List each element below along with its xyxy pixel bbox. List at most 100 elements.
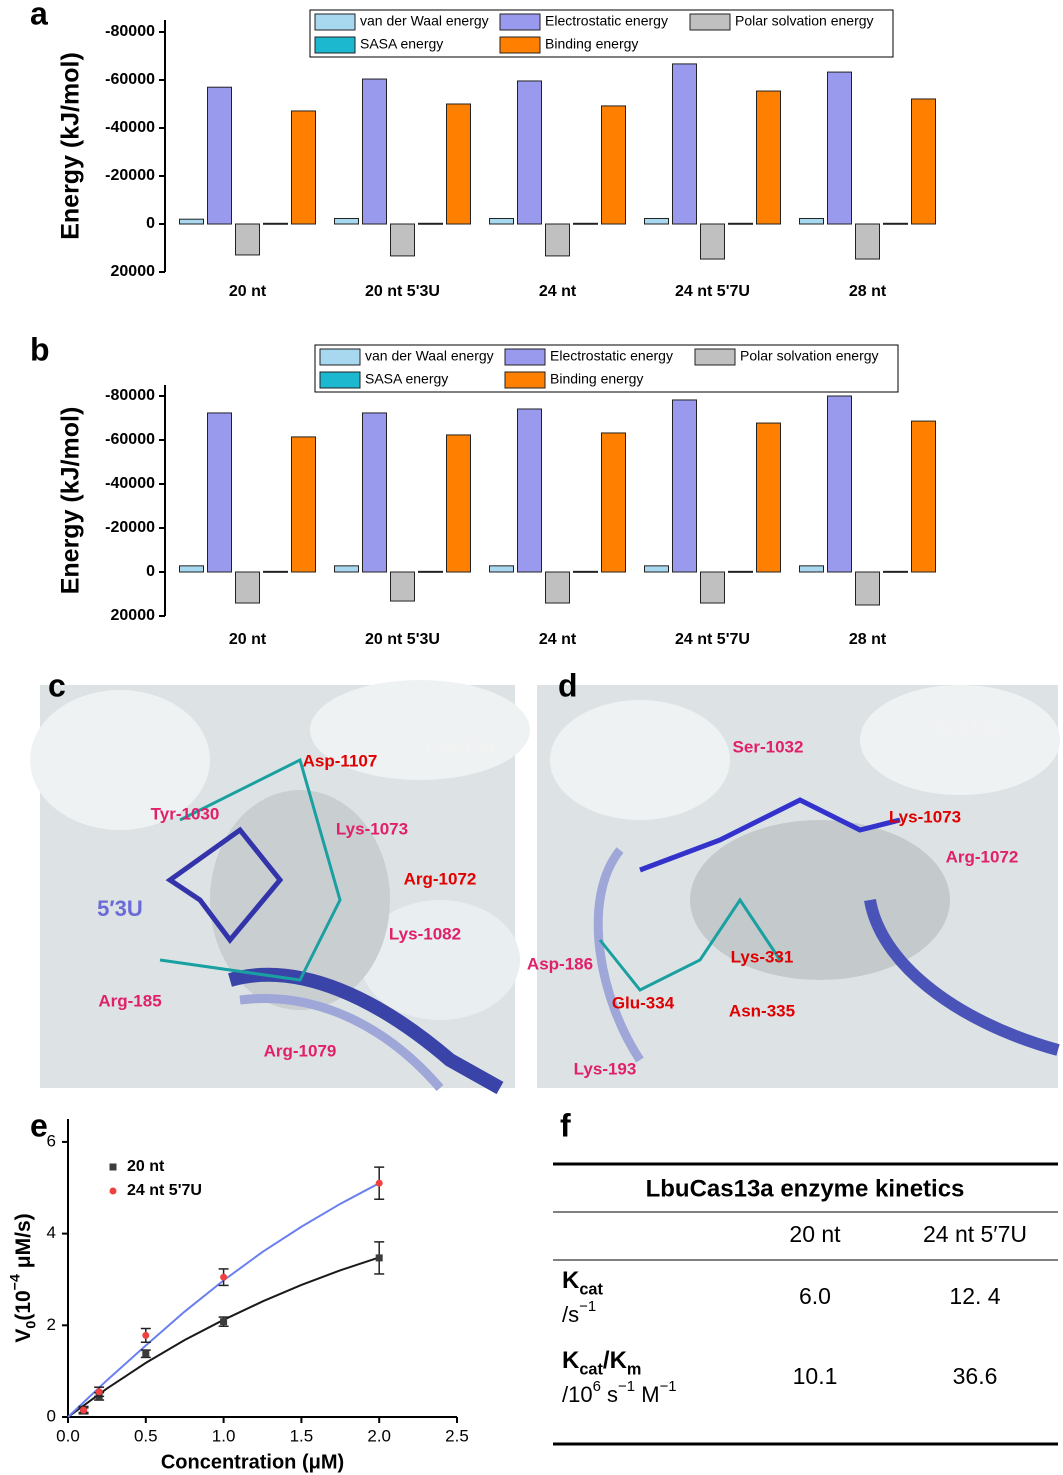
y-tick-label: 0 [146, 215, 155, 232]
protein-label: Cas13a [425, 736, 496, 758]
text-part: M [635, 1382, 659, 1407]
point [95, 1388, 103, 1396]
bar [517, 80, 542, 225]
bar [700, 223, 725, 260]
nucleotide [639, 797, 901, 873]
rna-strand [593, 847, 644, 1063]
text-part: /10 [562, 1382, 593, 1407]
text-sup: −4 [7, 1274, 23, 1290]
bar [700, 571, 725, 604]
legend-swatch [499, 36, 541, 54]
y-axis-label: V0(10−4 μM/s) [7, 1213, 39, 1342]
residue-label: Tyr-1030 [151, 804, 220, 823]
legend-marker [109, 1163, 117, 1171]
bar [418, 570, 443, 573]
bar [179, 218, 204, 225]
legend-label: Polar solvation energy [740, 348, 879, 364]
bar [489, 217, 514, 225]
text-part: /s [562, 1302, 579, 1327]
text-sup: −1 [579, 1298, 596, 1315]
residue-label: Lys-1082 [389, 924, 461, 943]
surface-lobe [30, 690, 210, 830]
legend-label: Binding energy [545, 36, 638, 52]
bar [235, 223, 260, 256]
y-tick-label: -40000 [105, 475, 155, 492]
bar [362, 412, 387, 573]
y-axis-label: Energy (kJ/mol) [57, 407, 85, 595]
bar [573, 570, 598, 573]
legend-box [314, 344, 899, 393]
residue-label: Arg-1079 [264, 1041, 337, 1060]
x-tick-label: 1.0 [212, 1426, 236, 1445]
panel-label: f [560, 1107, 571, 1143]
point [375, 1254, 383, 1262]
point [142, 1350, 150, 1358]
x-tick-label: 24 nt [539, 283, 577, 300]
bar [601, 105, 626, 225]
protein-label: Cas13a [933, 716, 1004, 738]
table-cell: 10.1 [793, 1363, 838, 1389]
bar [418, 222, 443, 225]
bar [883, 570, 908, 573]
residue-label: Lys-1073 [336, 819, 408, 838]
legend-swatch [694, 348, 736, 366]
y-tick-label: -60000 [105, 71, 155, 88]
bar [756, 422, 781, 573]
residues [159, 757, 342, 982]
y-tick-label: -20000 [105, 519, 155, 536]
row-unit: /s−1 [562, 1298, 596, 1327]
text-sub: cat [579, 1281, 603, 1299]
bar [756, 90, 781, 225]
bar [179, 565, 204, 573]
legend-swatch [314, 13, 356, 31]
point [142, 1331, 150, 1339]
x-tick-label: 20 nt 5'3U [365, 631, 440, 648]
bar [911, 420, 936, 573]
x-tick-label: 28 nt [849, 283, 887, 300]
bar [728, 222, 753, 225]
text-sup: −1 [660, 1378, 677, 1395]
panel-label: c [48, 667, 66, 703]
y-tick-label: 6 [47, 1131, 56, 1150]
structure-image-c [30, 680, 530, 1095]
text-part: K [562, 1267, 580, 1294]
bar [855, 571, 880, 606]
legend-label: SASA energy [360, 36, 443, 52]
legend-label: Polar solvation energy [735, 13, 874, 29]
y-tick-label: 0 [146, 563, 155, 580]
text-part: (10 [12, 1290, 35, 1320]
surface-lobe [860, 685, 1060, 795]
residue-label: Asp-186 [527, 954, 593, 973]
residue-label: Lys-193 [574, 1059, 637, 1078]
bar [207, 412, 232, 573]
panel-label: d [558, 667, 578, 703]
bar [362, 78, 387, 225]
bar [446, 434, 471, 573]
residue-label: Glu-334 [612, 993, 675, 1012]
text-part: V [12, 1329, 35, 1343]
legend-swatch [689, 13, 731, 31]
x-tick-label: 2.5 [445, 1426, 469, 1445]
row-name: Kcat [562, 1267, 603, 1298]
legend-label: SASA energy [365, 371, 448, 387]
legend-marker [109, 1187, 117, 1195]
legend-swatch [499, 13, 541, 31]
bar [799, 217, 824, 225]
legend-swatch [504, 348, 546, 366]
bar [235, 571, 260, 604]
bar [390, 223, 415, 257]
legend-swatch [314, 36, 356, 54]
x-tick-label: 1.5 [290, 1426, 314, 1445]
text-sup: 6 [593, 1378, 601, 1395]
bar [545, 571, 570, 604]
bar [517, 408, 542, 573]
text-part: /K [603, 1347, 628, 1374]
legend-box [309, 9, 894, 58]
text-sub: 0 [23, 1321, 39, 1329]
table-title: LbuCas13a enzyme kinetics [646, 1175, 965, 1202]
bar [911, 98, 936, 225]
legend: van der Waal energy Electrostatic energy P… [309, 9, 894, 58]
residue-label: Asp-1107 [303, 751, 378, 770]
x-tick-label: 0.5 [134, 1426, 158, 1445]
